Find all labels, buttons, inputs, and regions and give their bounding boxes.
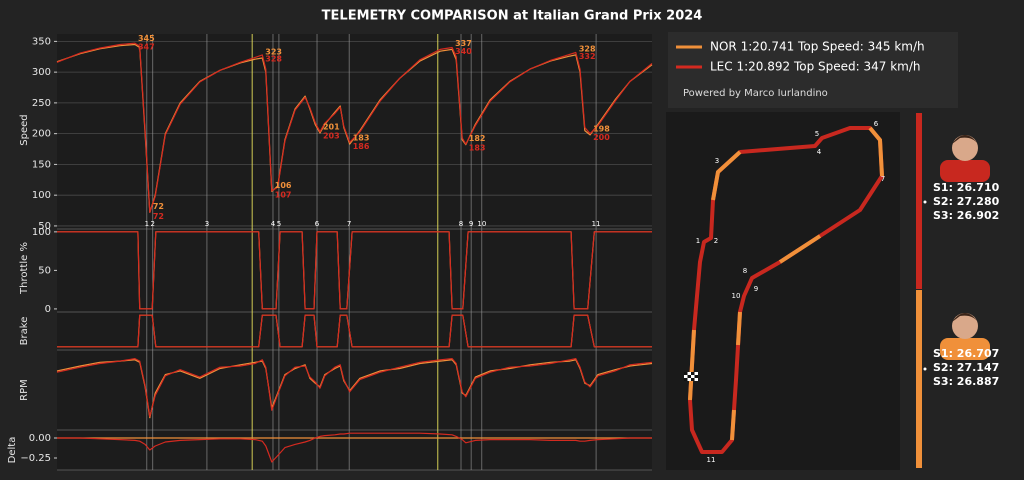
- sector-bar-nor: [916, 290, 922, 468]
- speed-label: 328: [265, 54, 282, 63]
- y-axis-label: Speed: [19, 114, 30, 145]
- hair: [952, 313, 978, 322]
- legend: NOR 1:20.741 Top Speed: 345 km/h LEC 1:20…: [676, 40, 925, 74]
- corner-label: 11: [592, 220, 601, 228]
- sector-time: S2: 27.280: [933, 195, 1000, 208]
- track-corner-label: 8: [743, 267, 747, 275]
- legend-label: LEC 1:20.892 Top Speed: 347 km/h: [710, 60, 921, 74]
- sector-bar-lec: [916, 113, 922, 289]
- series-line: [57, 314, 652, 348]
- speed-label: 201: [323, 123, 340, 132]
- speed-label: 107: [275, 190, 292, 199]
- speed-label: 183: [353, 134, 370, 143]
- y-tick-label: 250: [32, 98, 51, 109]
- driver-photo-nor: [940, 313, 990, 360]
- sector-time: S3: 26.887: [933, 375, 999, 388]
- y-tick-label: 150: [32, 159, 51, 170]
- vertical-markers: [146, 34, 597, 470]
- series-line: [57, 432, 652, 463]
- driver-photo-lec: [940, 135, 990, 182]
- speed-label: 323: [265, 47, 282, 56]
- y-tick-label: 0.00: [29, 433, 51, 444]
- y-tick-label: 0: [45, 304, 51, 315]
- track-corner-label: 11: [707, 456, 716, 464]
- corner-label: 9: [469, 220, 473, 228]
- track-corner-label: 6: [874, 120, 879, 128]
- corner-label: 4: [271, 220, 276, 228]
- track-faster-segments: [688, 126, 884, 441]
- shirt: [940, 338, 990, 360]
- corner-label: 1: [145, 220, 149, 228]
- corner-label: 7: [347, 220, 351, 228]
- track-corner-label: 1: [696, 237, 700, 245]
- y-tick-label: 200: [32, 129, 51, 140]
- series-line: [57, 231, 652, 310]
- track-corner-label: 2: [714, 237, 718, 245]
- speed-label: 106: [275, 181, 292, 190]
- track-corner-label: 7: [881, 175, 885, 183]
- track-corner-label: 4: [817, 148, 822, 156]
- sector-time: S1: 26.707: [933, 347, 999, 360]
- corner-label: 5: [277, 220, 281, 228]
- y-axis-label: Throttle %: [19, 242, 30, 295]
- series-line: [56, 358, 653, 418]
- corner-label: 10: [477, 220, 486, 228]
- flag-checks: [684, 372, 698, 381]
- lines-layer: [56, 42, 653, 463]
- speed-label: 337: [455, 39, 472, 48]
- speed-label: 186: [353, 142, 370, 151]
- speed-label: 328: [579, 44, 596, 53]
- legend-label: NOR 1:20.741 Top Speed: 345 km/h: [710, 40, 925, 54]
- y-tick-label: −0.25: [20, 453, 51, 464]
- sector-dot: [923, 367, 927, 371]
- y-axis-label: RPM: [19, 379, 30, 401]
- series-line: [56, 42, 653, 213]
- chart-title: TELEMETRY COMPARISON at Italian Grand Pr…: [322, 9, 703, 24]
- track-corners: 1 2 3 4 5 6 7 8 9 10 11: [696, 120, 885, 464]
- plot-area: [57, 34, 652, 470]
- sector-dot: [923, 200, 927, 204]
- legend-note: Powered by Marco Iurlandino: [683, 88, 828, 99]
- speed-label: 340: [455, 47, 472, 56]
- face: [952, 135, 978, 161]
- speed-label: 203: [323, 131, 340, 140]
- legend-box: [668, 32, 958, 108]
- y-axis-label: Delta: [7, 437, 18, 464]
- speed-label: 345: [138, 34, 155, 43]
- y-tick-label: 350: [32, 36, 51, 47]
- sector-time: S1: 26.710: [933, 181, 1000, 194]
- y-tick-label: 300: [32, 67, 51, 78]
- speed-label: 72: [153, 202, 164, 211]
- speed-label: 183: [469, 144, 486, 153]
- speed-label: 72: [153, 212, 164, 221]
- hair: [952, 135, 978, 144]
- y-tick-label: 100: [32, 227, 51, 238]
- checkered-flag: [684, 372, 698, 381]
- corner-label: 2: [151, 220, 155, 228]
- y-axis-label: Brake: [19, 317, 30, 346]
- corner-label: 3: [205, 220, 209, 228]
- track-corner-label: 3: [715, 157, 719, 165]
- y-tick-label: 50: [38, 265, 51, 276]
- shirt: [940, 160, 990, 182]
- speed-label: 182: [469, 134, 486, 143]
- track-corner-label: 5: [815, 130, 819, 138]
- sector-time: S3: 26.902: [933, 209, 999, 222]
- sector-time: S2: 27.147: [933, 361, 999, 374]
- y-tick-label: 100: [32, 190, 51, 201]
- speed-label: 347: [138, 43, 155, 52]
- corner-label: 8: [459, 220, 463, 228]
- y-tick-label: 50: [38, 221, 51, 232]
- track-map-box: [666, 112, 900, 470]
- speed-label: 200: [593, 133, 610, 142]
- face: [952, 313, 978, 339]
- speed-label: 332: [579, 52, 596, 61]
- speed-label: 198: [593, 124, 610, 133]
- track-corner-label: 10: [732, 292, 741, 300]
- grid-layer: [54, 40, 652, 471]
- track-corner-label: 9: [754, 285, 758, 293]
- corner-label: 6: [315, 220, 320, 228]
